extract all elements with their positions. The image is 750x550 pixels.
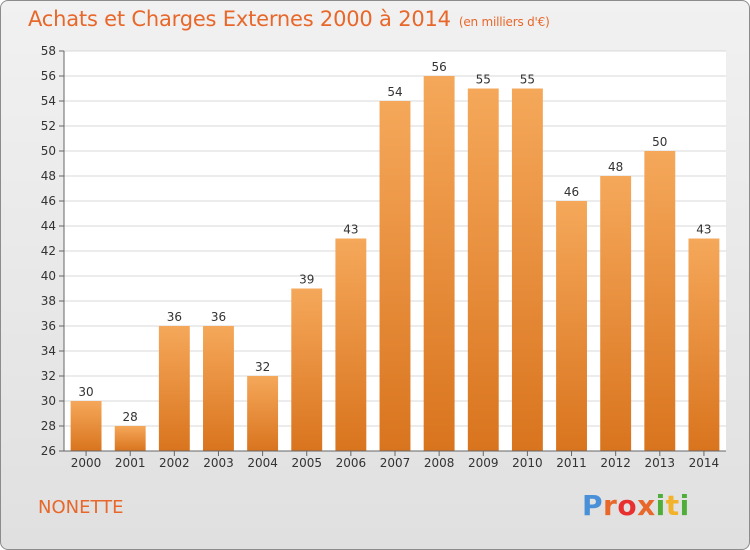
bar <box>600 176 632 451</box>
data-label: 43 <box>696 223 711 237</box>
x-tick-label: 2010 <box>512 456 543 470</box>
x-tick-label: 2002 <box>159 456 190 470</box>
y-tick-label: 34 <box>41 344 56 358</box>
data-label: 54 <box>387 85 402 99</box>
data-label: 50 <box>652 135 667 149</box>
x-tick-label: 2007 <box>380 456 411 470</box>
bar <box>688 238 720 451</box>
y-tick-label: 46 <box>41 194 56 208</box>
data-labels: 30 28 36 36 32 39 43 54 56 55 55 46 48 50 43 <box>78 60 711 424</box>
x-tick-label: 2005 <box>291 456 322 470</box>
chart-title: Achats et Charges Externes 2000 à 2014 (e… <box>28 7 550 31</box>
data-label: 55 <box>476 73 491 87</box>
y-tick-label: 52 <box>41 119 56 133</box>
data-label: 30 <box>78 385 93 399</box>
y-tick-label: 54 <box>41 94 56 108</box>
bar <box>556 201 587 451</box>
x-tick-label: 2011 <box>556 456 587 470</box>
bar <box>467 88 499 451</box>
data-label: 48 <box>608 160 623 174</box>
y-tick-label: 50 <box>41 144 56 158</box>
bar <box>423 76 455 451</box>
bar <box>158 326 190 451</box>
bar <box>644 151 676 451</box>
x-tick-label: 2006 <box>336 456 367 470</box>
unit-label: (en milliers d'€) <box>458 15 550 29</box>
x-tick-label: 2000 <box>71 456 102 470</box>
data-label: 39 <box>299 273 314 287</box>
bar <box>247 376 279 451</box>
y-tick-label: 42 <box>41 244 56 258</box>
data-label: 32 <box>255 360 270 374</box>
y-tick-label: 44 <box>41 219 56 233</box>
y-axis: 26 28 30 32 34 36 38 40 42 44 46 48 50 52 54 56 58 <box>41 44 65 458</box>
data-label: 36 <box>211 310 226 324</box>
proxiti-logo: Proxiti <box>582 489 690 522</box>
bar <box>335 238 367 451</box>
y-tick-label: 30 <box>41 394 56 408</box>
y-tick-label: 38 <box>41 294 56 308</box>
x-tick-label: 2014 <box>689 456 720 470</box>
x-tick-label: 2001 <box>115 456 146 470</box>
bar <box>291 288 323 451</box>
bar <box>511 88 543 451</box>
x-axis: 2000 2001 2002 2003 2004 2005 2006 2007 2008 2009… <box>64 450 726 470</box>
bar <box>114 426 146 451</box>
x-tick-label: 2004 <box>247 456 278 470</box>
x-tick-label: 2012 <box>600 456 631 470</box>
y-tick-label: 48 <box>41 169 56 183</box>
bar <box>379 101 411 451</box>
x-tick-label: 2008 <box>424 456 455 470</box>
x-tick-label: 2013 <box>645 456 676 470</box>
data-label: 56 <box>431 60 446 74</box>
data-label: 55 <box>520 73 535 87</box>
bars <box>70 76 720 451</box>
y-tick-label: 28 <box>41 419 56 433</box>
x-tick-label: 2003 <box>203 456 234 470</box>
y-tick-label: 32 <box>41 369 56 383</box>
bar <box>70 401 102 451</box>
y-tick-label: 26 <box>41 444 56 458</box>
commune-name: NONETTE <box>38 497 124 518</box>
y-tick-label: 58 <box>41 44 56 58</box>
y-tick-label: 56 <box>41 69 56 83</box>
bar <box>203 326 234 451</box>
data-label: 43 <box>343 223 358 237</box>
y-tick-label: 40 <box>41 269 56 283</box>
title-text: Achats et Charges Externes 2000 à 2014 <box>28 7 451 31</box>
data-label: 46 <box>564 185 579 199</box>
data-label: 36 <box>167 310 182 324</box>
x-tick-label: 2009 <box>468 456 499 470</box>
data-label: 28 <box>123 410 138 424</box>
y-tick-label: 36 <box>41 319 56 333</box>
